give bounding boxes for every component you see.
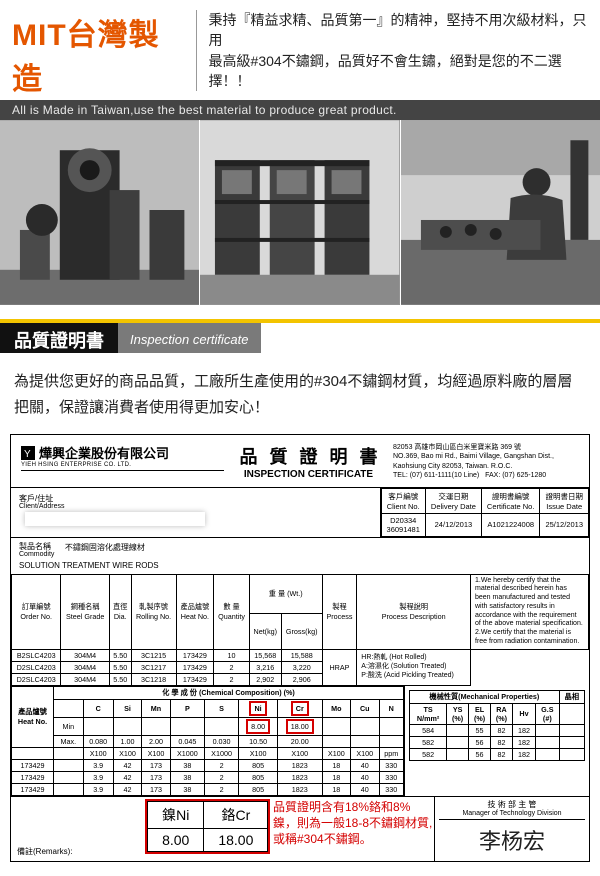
cert-title-en: INSPECTION CERTIFICATE	[224, 469, 393, 480]
client-block: 客戶/住址Client/Address	[11, 488, 381, 537]
svg-text:Y: Y	[24, 449, 31, 460]
section-bar: 品質證明書 Inspection certificate	[0, 319, 600, 353]
chem-table: 產品爐號Heat No. 化 學 成 份 (Chemical Compositi…	[11, 686, 404, 796]
nicr-highlight: 鎳Ni鉻Cr 8.0018.00	[145, 799, 270, 854]
signature-block: 技 術 部 主 管 Manager of Technology Division…	[434, 797, 589, 861]
cert-dates: 客戶編號Client No. 交運日期Delivery Date 證明書編號Ce…	[381, 488, 589, 537]
photo-worker	[400, 120, 600, 305]
signature: 李杨宏	[439, 824, 585, 856]
photo-machine	[0, 120, 199, 305]
mit-title: MIT台灣製造	[12, 10, 184, 98]
commodity-block: 製品名稱Commodity 不鏽鋼固溶化處理線材SOLUTION TREATME…	[11, 537, 589, 574]
section-title-en: Inspection certificate	[118, 319, 261, 353]
intro-text: 為提供您更好的商品品質，工廠所生產使用的#304不鏽鋼材質，均經過原料廠的層層把…	[0, 353, 600, 434]
chem-mech-block: 產品爐號Heat No. 化 學 成 份 (Chemical Compositi…	[11, 686, 589, 796]
company-en: YIEH HSING ENTERPRISE CO. LTD.	[21, 462, 224, 468]
mit-subtitle: 秉持『精益求精、品質第一』的精神，堅持不用次級材料，只用 最高級#304不鏽鋼，…	[196, 10, 588, 91]
photo-warehouse	[199, 120, 399, 305]
factory-photos	[0, 120, 600, 305]
mech-table: 機械性質(Mechanical Properties)晶相 TS N/mm²YS…	[409, 690, 585, 761]
red-note: 品質證明含有18%鉻和8%鎳，則為一般18-8不鏽鋼材質,或稱#304不鏽鋼。	[273, 799, 434, 848]
main-table: 訂單編號Order No. 鋼種名稱Steel Grade 直徑Dia. 軋製序…	[11, 574, 589, 686]
mit-sub-line1: 秉持『精益求精、品質第一』的精神，堅持不用次級材料，只用	[209, 12, 587, 48]
top-header: MIT台灣製造 秉持『精益求精、品質第一』的精神，堅持不用次級材料，只用 最高級…	[0, 0, 600, 100]
cert-title: 品質證明書 INSPECTION CERTIFICATE	[224, 443, 393, 481]
inspection-certificate: Y 燁興企業股份有限公司 YIEH HSING ENTERPRISE CO. L…	[10, 434, 590, 862]
cert-address: 82053 高雄市岡山區白米里寶米路 369 號 NO.369, Bao mi …	[393, 443, 579, 481]
company-cn: 燁興企業股份有限公司	[39, 443, 169, 462]
section-title-cn: 品質證明書	[0, 319, 118, 353]
cert-title-cn: 品質證明書	[224, 443, 393, 469]
english-bar: All is Made in Taiwan,use the best mater…	[0, 100, 600, 120]
remarks-block: 備註(Remarks): 鎳Ni鉻Cr 8.0018.00 品質證明含有18%鉻…	[11, 797, 434, 861]
cert-company: Y 燁興企業股份有限公司 YIEH HSING ENTERPRISE CO. L…	[21, 443, 224, 481]
mit-sub-line2: 最高級#304不鏽鋼，品質好不會生鏽，絕對是您的不二選擇！！	[209, 53, 562, 89]
